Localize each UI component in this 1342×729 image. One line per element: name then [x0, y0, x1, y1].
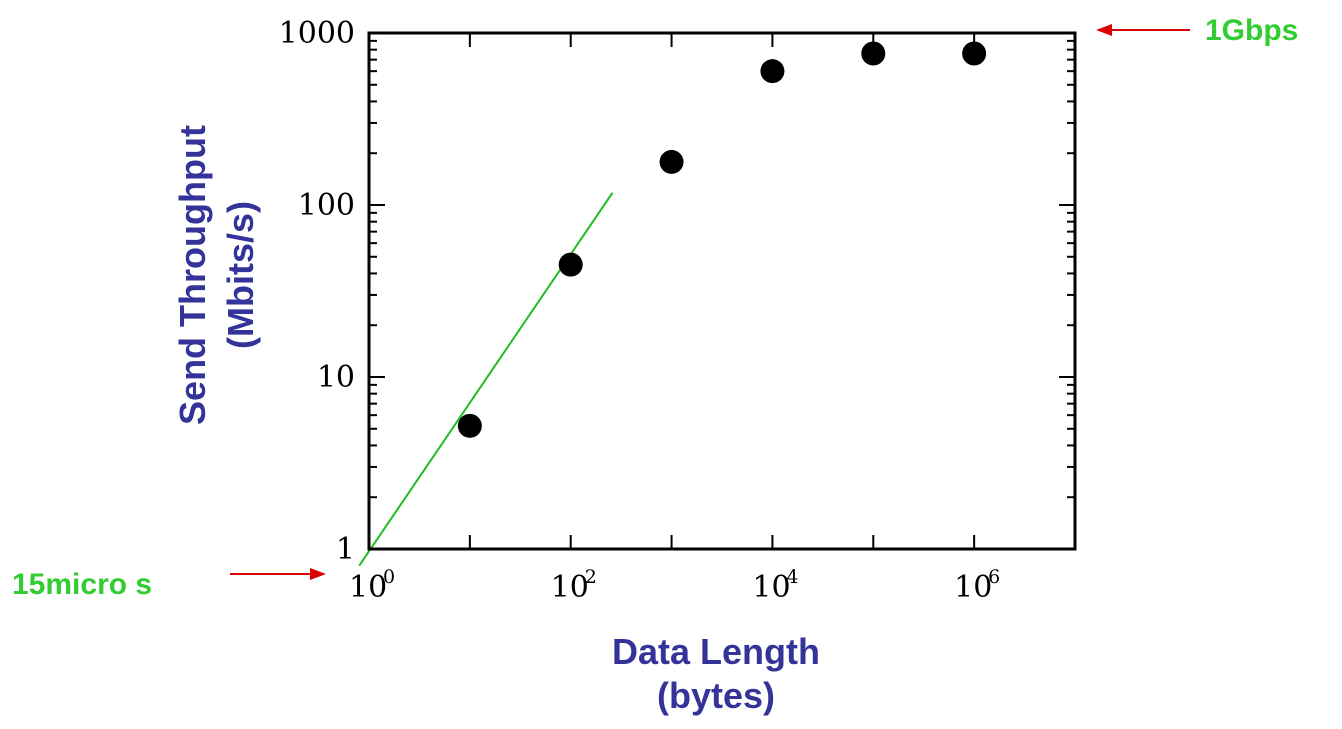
- x-tick-label-exponent: 4: [786, 566, 798, 588]
- top-arrow-head: [1096, 24, 1112, 36]
- bottom-arrow-head: [310, 568, 326, 580]
- gbps-annotation: 1Gbps: [1205, 14, 1298, 47]
- data-point: [457, 413, 482, 438]
- x-axis-title-line1: Data Length: [612, 631, 820, 672]
- points-layer: [457, 41, 987, 438]
- x-tick-label: 10: [349, 570, 387, 605]
- x-tick-label: 10: [752, 570, 790, 605]
- x-tick-label: 10: [954, 570, 992, 605]
- x-tick-label-exponent: 2: [585, 566, 597, 588]
- y-tick-label: 1000: [279, 16, 355, 51]
- latency-annotation: 15micro s: [12, 568, 152, 601]
- plot-frame: [367, 31, 1077, 551]
- data-point: [861, 41, 886, 66]
- x-axis-title-line2: (bytes): [657, 675, 775, 716]
- y-axis-title: Send Throughput (Mbits/s): [172, 125, 261, 425]
- fit-line: [358, 192, 614, 567]
- annotation-layer: 1Gbps 15micro s: [12, 14, 1298, 601]
- y-tick-label: 10: [317, 360, 355, 395]
- data-point: [659, 149, 684, 174]
- data-point: [558, 252, 583, 277]
- y-axis-title-line2: (Mbits/s): [220, 201, 261, 349]
- data-point: [760, 59, 785, 84]
- x-tick-label-exponent: 6: [988, 566, 1000, 588]
- y-tick-label: 1: [336, 532, 355, 567]
- fit-layer: [358, 192, 614, 567]
- y-axis-title-line1: Send Throughput: [172, 125, 213, 425]
- y-tick-label: 100: [298, 188, 355, 223]
- data-point: [962, 41, 987, 66]
- x-tick-label: 10: [551, 570, 589, 605]
- x-tick-label-exponent: 0: [383, 566, 395, 588]
